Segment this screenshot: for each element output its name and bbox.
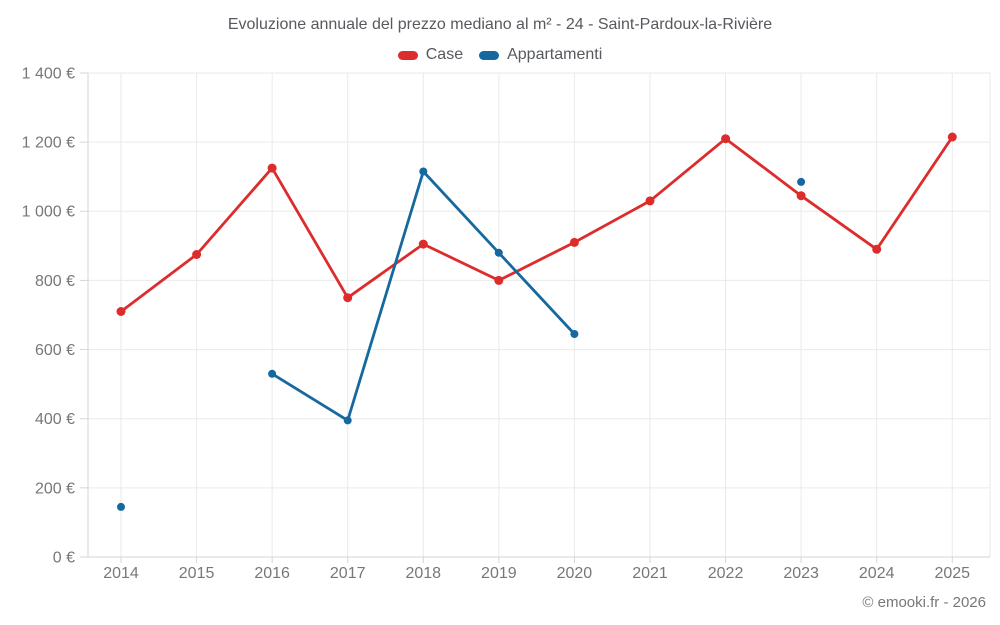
data-point-case-2014[interactable] [116,307,126,316]
x-axis-label: 2024 [859,565,895,582]
x-axis-label: 2018 [405,565,441,582]
data-point-case-2016[interactable] [267,163,277,173]
x-axis-label: 2025 [934,565,970,582]
legend-label-appartamenti: Appartamenti [507,46,603,63]
data-point-case-2019[interactable] [494,275,504,285]
legend-item-case[interactable]: Case [397,46,464,64]
data-point-case-2015[interactable] [192,250,202,259]
chart-title: Evoluzione annuale del prezzo mediano al… [227,16,773,33]
x-axis-label: 2017 [330,565,366,582]
x-axis-label: 2014 [103,565,139,582]
copyright: © emooki.fr - 2026 [862,594,986,611]
data-point-case-2023[interactable] [796,191,806,201]
x-axis-label: 2022 [708,565,744,582]
y-axis-label: 200 € [35,480,75,497]
data-point-case-2018[interactable] [418,239,428,249]
data-point-case-2025[interactable] [947,132,957,142]
x-axis-label: 2016 [254,565,290,582]
x-axis-label: 2021 [632,565,668,582]
y-axis-label: 0 € [53,549,75,566]
data-point-appartamenti-2018[interactable] [419,167,428,176]
legend-item-appartamenti[interactable]: Appartamenti [479,46,602,64]
data-point-appartamenti-2016[interactable] [268,369,277,378]
y-axis-label: 1 200 € [22,135,75,152]
x-axis-label: 2019 [481,565,517,582]
data-point-case-2024[interactable] [872,244,882,254]
y-axis-label: 1 000 € [22,204,75,221]
x-axis-label: 2020 [557,565,593,582]
data-point-case-2021[interactable] [645,196,655,206]
data-point-appartamenti-2023[interactable] [797,177,806,186]
data-point-case-2017[interactable] [343,293,353,303]
data-point-appartamenti-2014[interactable] [117,502,125,511]
y-axis-label: 800 € [35,273,75,290]
case-series-marker-icon [397,50,418,60]
y-axis-label: 400 € [35,411,75,428]
y-axis-label: 600 € [35,342,75,359]
x-axis-label: 2015 [179,565,215,582]
data-point-case-2022[interactable] [721,134,731,144]
data-point-appartamenti-2019[interactable] [494,248,503,257]
case-line [119,135,954,313]
apartments-series-marker-icon [479,50,500,60]
data-point-appartamenti-2017[interactable] [343,416,352,425]
data-point-appartamenti-2020[interactable] [570,330,579,338]
x-axis-label: 2023 [783,565,819,582]
legend: Case Appartamenti [0,46,1000,64]
legend-label-case: Case [425,46,464,63]
y-axis-label: 1 400 € [22,65,75,82]
data-point-case-2020[interactable] [569,237,579,247]
